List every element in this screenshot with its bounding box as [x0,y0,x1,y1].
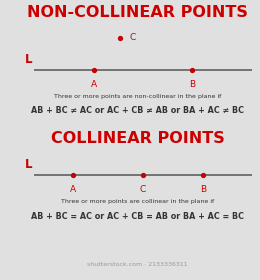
Text: C: C [140,185,146,194]
Text: Three or more points are collinear in the plane if: Three or more points are collinear in th… [61,199,214,204]
Text: L: L [25,158,32,171]
Text: A: A [70,185,76,194]
Text: shutterstock.com · 2133336311: shutterstock.com · 2133336311 [87,262,188,267]
Text: NON-COLLINEAR POINTS: NON-COLLINEAR POINTS [27,5,248,20]
Text: AB + BC ≠ AC or AC + CB ≠ AB or BA + AC ≠ BC: AB + BC ≠ AC or AC + CB ≠ AB or BA + AC … [31,106,244,115]
Text: L: L [25,53,32,66]
Text: A: A [90,80,97,89]
Text: COLLINEAR POINTS: COLLINEAR POINTS [51,131,225,146]
Text: AB + BC = AC or AC + CB = AB or BA + AC = BC: AB + BC = AC or AC + CB = AB or BA + AC … [31,212,244,221]
Text: B: B [189,80,196,89]
Text: C: C [130,33,136,42]
Text: B: B [200,185,206,194]
Text: Three or more points are non-collinear in the plane if: Three or more points are non-collinear i… [54,94,222,99]
